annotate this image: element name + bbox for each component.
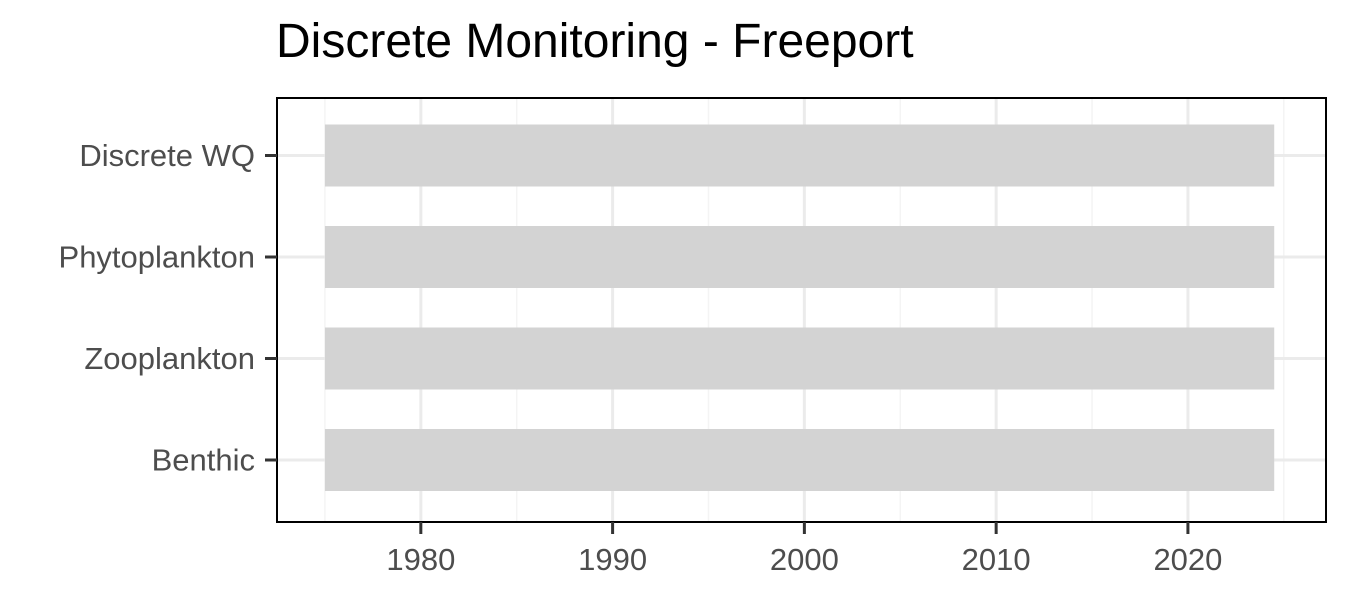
x-tick-label: 1990 (578, 542, 647, 577)
y-tick-label: Discrete WQ (79, 138, 255, 173)
y-axis: Discrete WQ Phytoplankton Zooplankton Benth… (59, 138, 277, 478)
x-tick-label: 2020 (1153, 542, 1222, 577)
y-tick-label: Zooplankton (84, 341, 255, 376)
y-tick-label: Phytoplankton (59, 240, 255, 275)
chart-title: Discrete Monitoring - Freeport (276, 15, 914, 68)
x-axis: 1980 1990 2000 2010 2020 (386, 522, 1222, 577)
x-tick-label: 2000 (770, 542, 839, 577)
x-tick-label: 1980 (386, 542, 455, 577)
bar-phytoplankton (324, 226, 1275, 288)
y-tick-label: Benthic (152, 443, 255, 478)
panel-border (276, 97, 1327, 523)
bar-discrete-wq (324, 124, 1275, 187)
bar-zooplankton (324, 327, 1275, 390)
x-tick-label: 2010 (962, 542, 1031, 577)
bar-benthic (324, 429, 1275, 491)
bars (324, 124, 1275, 491)
